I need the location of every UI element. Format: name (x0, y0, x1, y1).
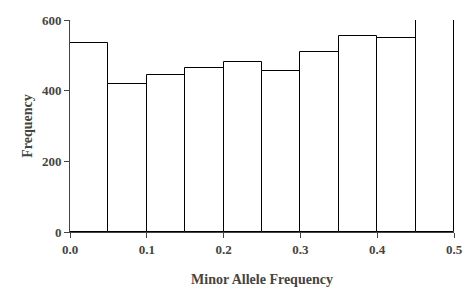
svg-text:0.3: 0.3 (292, 242, 309, 257)
svg-text:0.2: 0.2 (215, 242, 231, 257)
svg-text:0: 0 (55, 225, 62, 240)
svg-text:0.4: 0.4 (369, 242, 386, 257)
svg-text:0.1: 0.1 (139, 242, 155, 257)
svg-text:Minor Allele Frequency: Minor Allele Frequency (191, 272, 333, 287)
svg-text:0.0: 0.0 (62, 242, 78, 257)
svg-text:600: 600 (42, 13, 62, 28)
svg-text:0.5: 0.5 (446, 242, 463, 257)
svg-text:400: 400 (42, 83, 62, 98)
svg-text:Frequency: Frequency (20, 94, 35, 158)
svg-text:200: 200 (42, 154, 62, 169)
